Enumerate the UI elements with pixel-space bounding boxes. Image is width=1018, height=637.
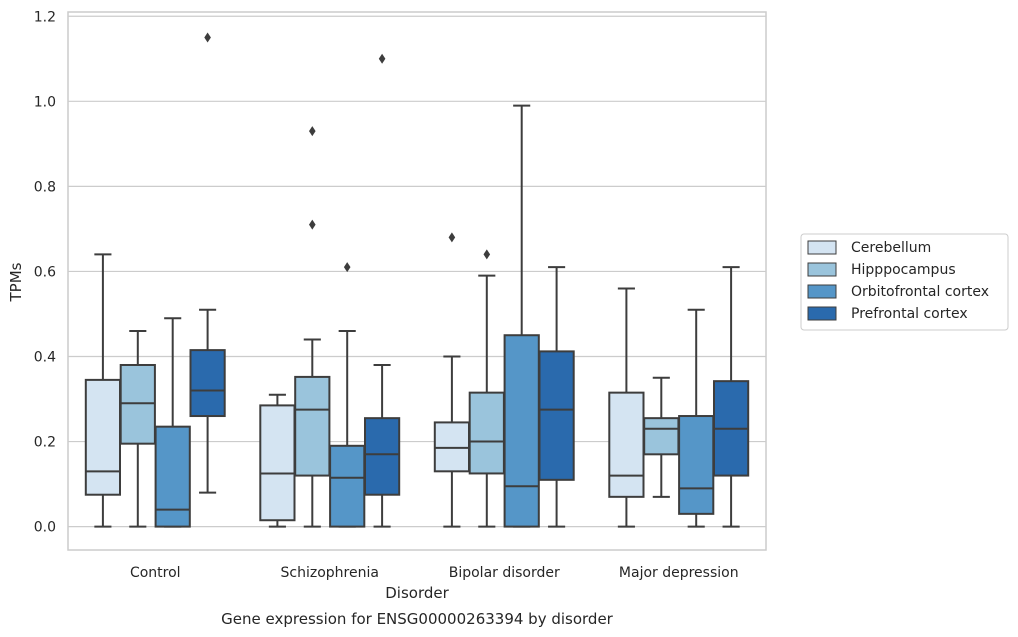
legend-label: Prefrontal cortex	[851, 306, 968, 322]
x-tick-label: Bipolar disorder	[449, 565, 560, 581]
box-0-2	[154, 317, 191, 528]
legend-swatch	[807, 262, 837, 277]
outlier-point	[343, 262, 351, 273]
outlier-point	[483, 249, 491, 260]
box-iqr	[433, 421, 471, 473]
box-plot-series	[84, 32, 750, 528]
box-1-0	[259, 393, 296, 528]
outlier-point	[309, 219, 316, 230]
legend-swatch	[807, 284, 837, 299]
box-iqr	[259, 404, 296, 522]
outlier-point	[309, 126, 316, 137]
box-3-2	[678, 308, 715, 528]
box-0-0	[84, 253, 122, 528]
box-1-3	[363, 53, 401, 528]
box-iqr	[294, 375, 331, 477]
box-0-1	[119, 329, 156, 528]
x-tick-label: Control	[130, 565, 181, 581]
box-iqr	[503, 334, 540, 528]
y-tick-label: 0.0	[34, 520, 56, 536]
y-tick-label: 0.4	[34, 349, 56, 365]
legend-label: Cerebellum	[851, 240, 931, 256]
x-axis-ticks: Control Schizophrenia Bipolar disorder Majo…	[130, 565, 739, 581]
y-tick-label: 1.2	[34, 9, 56, 25]
legend-label: Hipppocampus	[851, 262, 956, 278]
y-axis-label: TPMs	[7, 262, 25, 302]
box-2-2	[503, 104, 540, 528]
box-iqr	[363, 417, 401, 496]
box-iqr	[678, 415, 715, 515]
box-iqr	[643, 417, 680, 456]
box-iqr	[329, 444, 366, 528]
box-iqr	[119, 363, 156, 445]
legend-swatch	[807, 306, 837, 321]
y-axis-ticks: 0.0 0.2 0.4 0.6 0.8 1.0 1.2	[34, 9, 56, 535]
legend-label: Orbitofrontal cortex	[851, 284, 989, 300]
y-tick-label: 0.8	[34, 179, 56, 195]
legend-frame	[800, 233, 1009, 331]
box-2-3	[538, 266, 575, 528]
x-tick-label: Schizophrenia	[281, 565, 379, 581]
x-axis-label: Disorder	[385, 584, 449, 602]
box-2-1	[468, 249, 505, 528]
box-2-0	[433, 232, 471, 528]
box-iqr	[189, 349, 226, 418]
y-tick-label: 0.2	[34, 435, 56, 451]
box-iqr	[84, 378, 122, 496]
legend: Cerebellum Hipppocampus Orbitofrontal cort…	[800, 233, 1009, 331]
box-1-1	[294, 126, 331, 528]
box-3-0	[608, 287, 645, 528]
plot-frame	[67, 11, 767, 551]
box-iqr	[608, 391, 645, 498]
box-3-1	[643, 376, 680, 498]
box-iqr	[538, 350, 575, 481]
box-3-3	[712, 266, 750, 528]
y-tick-label: 1.0	[34, 94, 56, 110]
legend-swatch	[807, 240, 837, 255]
chart-caption: Gene expression for ENSG00000263394 by d…	[221, 610, 614, 628]
x-tick-label: Major depression	[619, 565, 739, 581]
box-0-3	[189, 32, 226, 494]
y-tick-label: 0.6	[34, 264, 56, 280]
box-iqr	[468, 391, 505, 475]
box-iqr	[154, 425, 191, 528]
outlier-point	[378, 53, 386, 64]
box-1-2	[329, 262, 366, 528]
outlier-point	[448, 232, 456, 243]
outlier-point	[204, 32, 211, 43]
